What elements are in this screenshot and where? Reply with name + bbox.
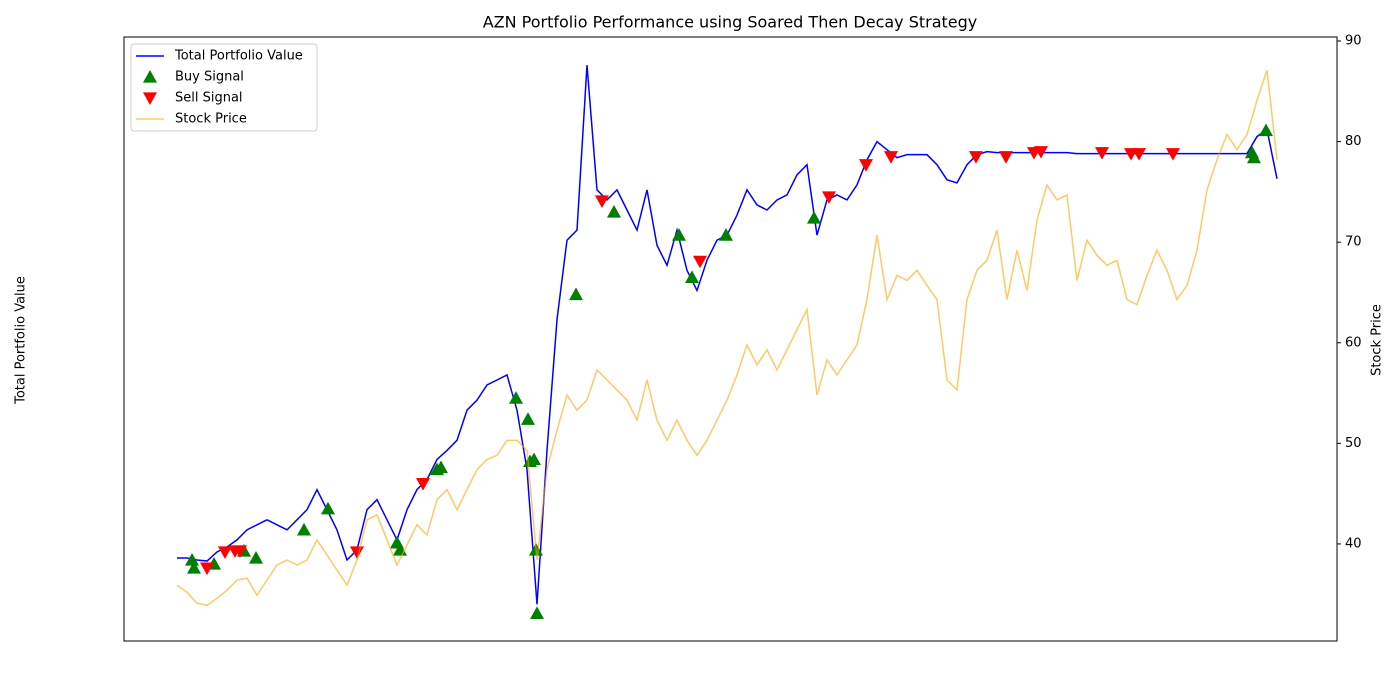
marker (999, 151, 1013, 164)
marker (884, 151, 898, 164)
marker (185, 553, 199, 566)
legend-label: Buy Signal (175, 70, 244, 85)
y2-tick-label: 40 (1345, 536, 1362, 551)
marker (321, 501, 335, 515)
marker (200, 562, 214, 576)
marker (249, 551, 263, 564)
marker (672, 228, 686, 241)
legend-label: Stock Price (175, 112, 247, 127)
legend-label: Sell Signal (175, 91, 243, 106)
marker (607, 205, 621, 218)
line (177, 65, 1278, 605)
marker (521, 412, 535, 425)
marker (719, 228, 733, 241)
marker (1034, 146, 1048, 159)
marker (595, 195, 609, 208)
legend-box (130, 43, 318, 132)
marker (416, 477, 430, 491)
marker (527, 452, 541, 466)
y2-tick-label: 80 (1345, 134, 1362, 149)
y2-tick-label: 90 (1345, 34, 1362, 49)
marker (1166, 148, 1180, 161)
marker (218, 546, 232, 559)
marker (297, 522, 311, 536)
y2-tick-label: 70 (1345, 235, 1362, 250)
marker (693, 255, 707, 269)
marker (1259, 123, 1273, 137)
marker (1132, 148, 1146, 161)
plot-frame (123, 36, 1338, 642)
plot-area (176, 65, 1278, 619)
marker (434, 460, 448, 474)
marker (807, 211, 821, 224)
y-axis-label: Total Portfolio Value (14, 276, 29, 405)
marker (685, 270, 699, 283)
marker (1095, 147, 1109, 160)
marker (822, 191, 836, 204)
marker (509, 391, 523, 404)
marker (233, 545, 247, 558)
legend: Total Portfolio Value Buy Signal Sell Sign… (130, 43, 318, 132)
marker (187, 561, 201, 574)
marker (1247, 150, 1261, 164)
legend-label: Total Portfolio Value (174, 49, 303, 64)
marker (530, 606, 544, 619)
marker (350, 546, 364, 559)
legend-swatch (143, 70, 157, 83)
line (176, 69, 1278, 607)
y2-axis-label: Stock Price (1370, 304, 1385, 376)
y2-tick-label: 50 (1345, 436, 1362, 451)
chart-title: AZN Portfolio Performance using Soared T… (483, 13, 978, 32)
y2-tick-label: 60 (1345, 335, 1362, 350)
marker (569, 287, 583, 301)
marker (859, 159, 873, 172)
legend-swatch (143, 92, 157, 105)
marker (969, 151, 983, 164)
